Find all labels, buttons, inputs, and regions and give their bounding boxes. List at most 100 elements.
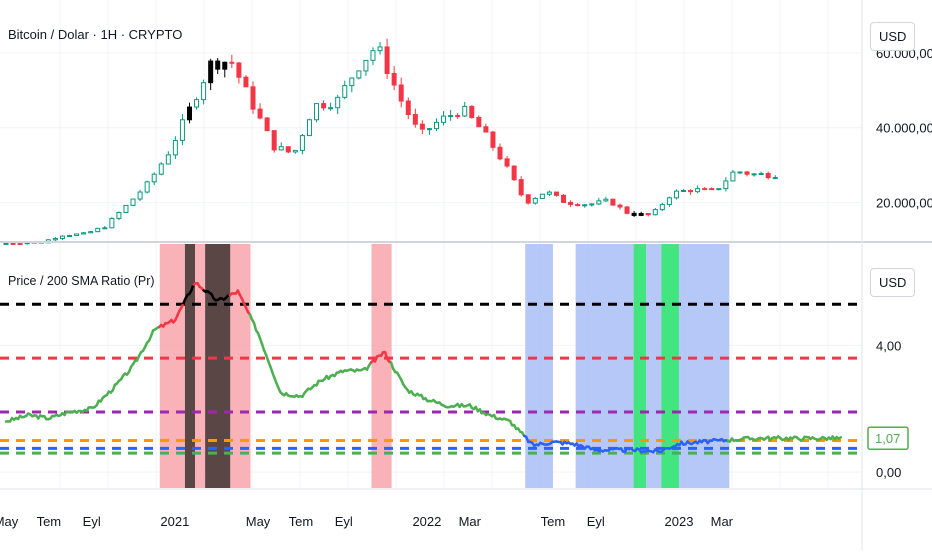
candle-body <box>569 202 573 204</box>
candle-body <box>498 147 502 159</box>
currency-button-bottom[interactable]: USD <box>870 268 915 297</box>
candle-body <box>406 101 410 114</box>
candle-body <box>173 140 177 154</box>
candle-body <box>124 205 128 212</box>
time-axis-label: Mar <box>711 514 734 529</box>
candle-body <box>307 120 311 136</box>
candle-body <box>159 164 163 174</box>
candle-body <box>385 47 389 74</box>
candle-body <box>145 182 149 192</box>
time-axis-label: Eyl <box>83 514 101 529</box>
candle-body <box>286 147 290 152</box>
candle-body <box>604 199 608 201</box>
candle-body <box>590 204 594 205</box>
candle-body <box>202 83 206 100</box>
candle-body <box>456 116 460 117</box>
candle-body <box>639 214 643 216</box>
candle-body <box>682 191 686 192</box>
candle-body <box>89 232 93 233</box>
candle-body <box>152 174 156 182</box>
candle-body <box>625 207 629 213</box>
candle-body <box>470 106 474 117</box>
candle-body <box>646 214 650 215</box>
candle-body <box>667 198 671 205</box>
candle-body <box>166 155 170 164</box>
time-axis-label: Eyl <box>587 514 605 529</box>
candle-body <box>110 218 114 227</box>
candle-body <box>442 116 446 122</box>
time-axis-label: 2022 <box>412 514 441 529</box>
ratio-tick-label: 0,00 <box>876 465 901 480</box>
candle-body <box>53 239 57 240</box>
signal-band-0 <box>160 244 185 488</box>
candle-body <box>427 129 431 130</box>
currency-button-top[interactable]: USD <box>870 22 915 51</box>
candle-body <box>68 236 72 237</box>
candle-body <box>717 189 721 190</box>
signal-band-6 <box>525 244 553 488</box>
signal-band-4 <box>230 244 250 488</box>
candle-body <box>576 205 580 206</box>
candle-body <box>265 118 269 131</box>
candle-body <box>674 191 678 198</box>
candle-body <box>463 106 467 116</box>
candle-body <box>420 124 424 129</box>
candle-body <box>696 189 700 192</box>
candle-body <box>540 194 544 198</box>
candle-body <box>82 233 86 234</box>
candle-body <box>60 236 64 238</box>
candle-body <box>18 244 22 245</box>
candle-body <box>11 243 15 244</box>
candle-body <box>237 63 241 77</box>
candle-body <box>547 192 551 194</box>
candles-group <box>4 39 777 245</box>
signal-band-10 <box>661 244 679 488</box>
candle-body <box>350 78 354 86</box>
signal-band-5 <box>371 244 391 488</box>
candle-body <box>653 210 657 215</box>
candle-body <box>554 192 558 195</box>
candle-body <box>336 97 340 107</box>
candle-body <box>75 234 79 236</box>
candle-body <box>759 174 763 175</box>
candle-body <box>505 159 509 166</box>
time-axis-label: Tem <box>541 514 566 529</box>
candle-body <box>611 199 615 205</box>
candle-body <box>180 120 184 141</box>
candle-body <box>773 178 777 179</box>
candle-body <box>449 116 453 117</box>
candle-body <box>216 61 220 69</box>
candle-body <box>703 189 707 190</box>
candle-body <box>583 205 587 206</box>
candle-body <box>138 192 142 199</box>
time-axis-label: Mar <box>459 514 482 529</box>
last-value-label: 1,07 <box>875 431 900 446</box>
candle-body <box>689 191 693 192</box>
candle-body <box>293 150 297 152</box>
time-axis-label: May <box>0 514 19 529</box>
candle-body <box>724 181 728 189</box>
price-legend-title: Bitcoin / Dolar · 1H · CRYPTO <box>8 27 182 42</box>
candle-body <box>710 189 714 190</box>
signal-band-1 <box>185 244 195 488</box>
signal-band-11 <box>679 244 729 488</box>
candle-body <box>597 201 601 204</box>
candle-body <box>329 108 333 109</box>
candle-body <box>660 204 664 209</box>
candle-body <box>117 213 121 219</box>
candle-body <box>434 122 438 128</box>
signal-band-2 <box>195 244 205 488</box>
candle-body <box>512 166 516 180</box>
candle-body <box>209 61 213 83</box>
candle-body <box>632 213 636 215</box>
candle-body <box>96 228 100 231</box>
time-axis-label: Tem <box>37 514 62 529</box>
candle-body <box>187 107 191 120</box>
time-axis-label: 2023 <box>665 514 694 529</box>
candle-body <box>519 180 523 195</box>
candle-body <box>230 62 234 63</box>
candle-body <box>357 71 361 78</box>
candle-body <box>315 104 319 120</box>
candle-body <box>279 147 283 150</box>
candle-body <box>103 228 107 229</box>
